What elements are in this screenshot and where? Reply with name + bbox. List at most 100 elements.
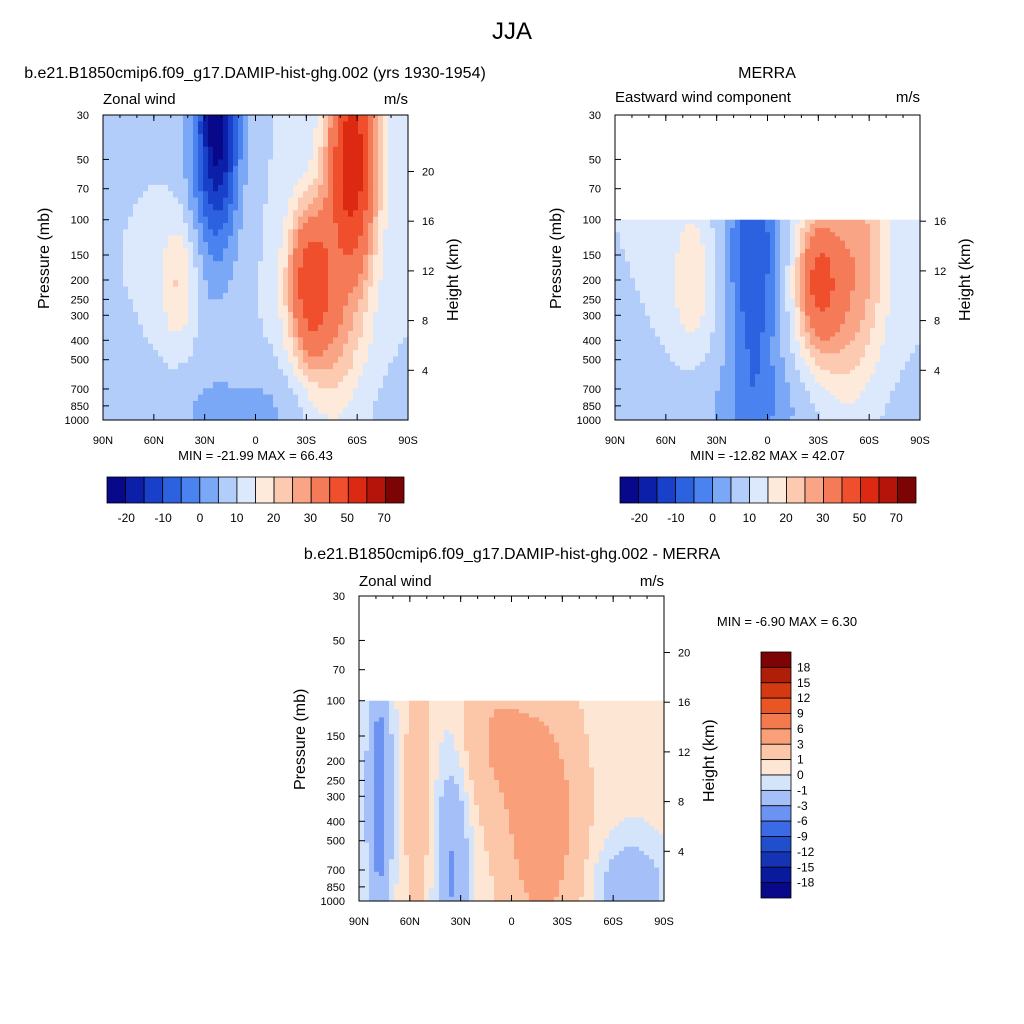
colorbar-swatch [385,476,405,504]
contour-cell [158,311,164,319]
contour-cell [725,273,731,279]
contour-cell [133,381,139,389]
contour-cell [403,165,409,173]
contour-cell [238,407,244,415]
contour-cell [338,311,344,319]
contour-cell [770,236,776,242]
contour-cell [193,388,199,396]
contour-cell [188,388,194,396]
contour-cell [293,115,299,122]
contour-cell [183,350,189,358]
contour-cell [258,292,264,300]
contour-cell [243,121,249,129]
contour-cell [203,165,209,173]
min-max-stats: MIN = -21.99 MAX = 66.43 [178,448,333,463]
contour-cell [720,248,726,254]
contour-cell [123,216,129,224]
contour-cell [740,290,746,296]
contour-cell [283,267,289,275]
contour-cell [765,282,771,288]
contour-cell [153,343,159,351]
contour-cell [690,344,696,350]
contour-cell [128,273,134,281]
contour-cell [163,248,169,256]
contour-cell [148,254,154,262]
contour-cell [710,248,716,254]
contour-cell [293,407,299,415]
contour-cell [398,178,404,186]
contour-cell [123,127,129,135]
contour-cell [158,369,164,377]
contour-cell [800,307,806,313]
contour-cell [675,257,681,263]
contour-cell [258,153,264,161]
contour-cell [108,254,114,262]
contour-cell [840,253,846,258]
contour-cell [293,362,299,370]
contour-cell [113,223,119,230]
contour-cell [113,210,119,218]
contour-cell [168,350,174,358]
contour-cell [850,324,856,329]
contour-cell [333,229,339,237]
contour-cell [153,318,159,326]
contour-cell [630,257,636,263]
contour-cell [173,203,179,211]
contour-cell [875,303,881,308]
contour-cell [710,236,716,242]
contour-cell [895,315,901,321]
contour-cell [800,315,806,321]
contour-cell [188,337,194,345]
contour-cell [173,337,179,345]
contour-cell [338,343,344,351]
contour-cell [885,278,891,283]
contour-cell [208,242,214,250]
contour-cell [288,223,294,230]
contour-cell [620,219,626,225]
contour-cell [810,261,816,267]
contour-cell [690,223,696,229]
contour-cell [323,197,329,205]
contour-cell [855,349,861,354]
contour-cell [800,319,806,325]
contour-cell [373,248,379,256]
contour-cell [695,290,701,296]
contour-cell [840,286,846,292]
contour-cell [810,265,816,271]
contour-cell [850,340,856,346]
contour-cell [243,127,249,135]
contour-cell [248,235,254,243]
x-tick-label: 90N [93,435,113,447]
contour-cell [313,184,319,192]
contour-cell [103,337,109,345]
contour-cell [745,328,751,333]
contour-cell [670,232,676,238]
contour-cell [263,375,269,383]
contour-cell [760,340,766,346]
contour-cell [253,146,259,154]
contour-cell [203,146,209,154]
contour-cell [103,381,109,389]
contour-cell [343,343,349,351]
contour-cell [213,159,219,167]
contour-cell [383,356,389,364]
contour-cell [885,269,891,275]
contour-cell [203,203,209,211]
contour-cell [780,286,786,292]
contour-cell [363,242,369,250]
contour-cell [138,343,144,351]
contour-cell [178,331,184,338]
contour-cell [243,184,249,192]
contour-cell [223,280,229,288]
contour-cell [810,273,816,279]
contour-cell [143,153,149,161]
contour-cell [248,127,254,135]
contour-cell [123,381,129,389]
contour-cell [850,228,856,233]
contour-cell [278,292,284,300]
contour-cell [403,280,409,288]
contour-cell [358,407,364,415]
contour-cell [113,172,119,180]
contour-cell [615,223,621,229]
contour-cell [133,178,139,186]
